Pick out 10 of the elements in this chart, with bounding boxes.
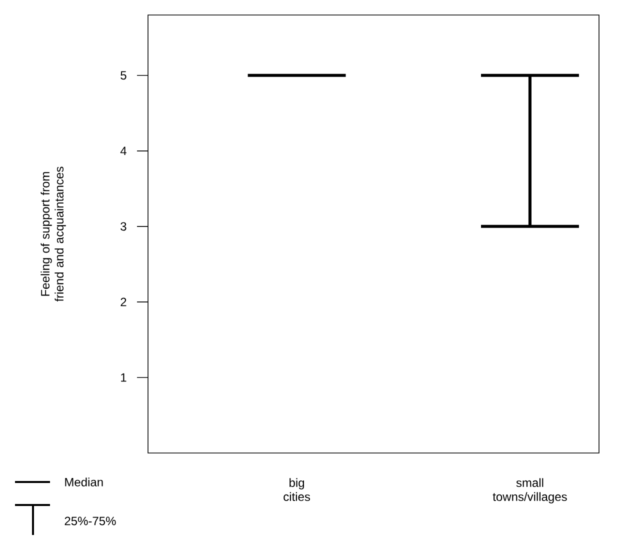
- text: Median: [65, 478, 103, 486]
- x-tick-label: small towns/villages: [492, 478, 567, 504]
- y-tick-label: 5: [120, 71, 126, 80]
- y-tick-label: 1: [121, 373, 126, 382]
- y-tick-label: 3: [120, 222, 126, 231]
- text: 25%-75%: [64, 516, 116, 526]
- y-axis-title: Feeling of support from friend and acquaintances: [40, 166, 66, 302]
- y-tick-label: 4: [120, 146, 126, 156]
- x-tick-label: big cities: [284, 478, 310, 502]
- y-tick-label: 2: [120, 298, 126, 306]
